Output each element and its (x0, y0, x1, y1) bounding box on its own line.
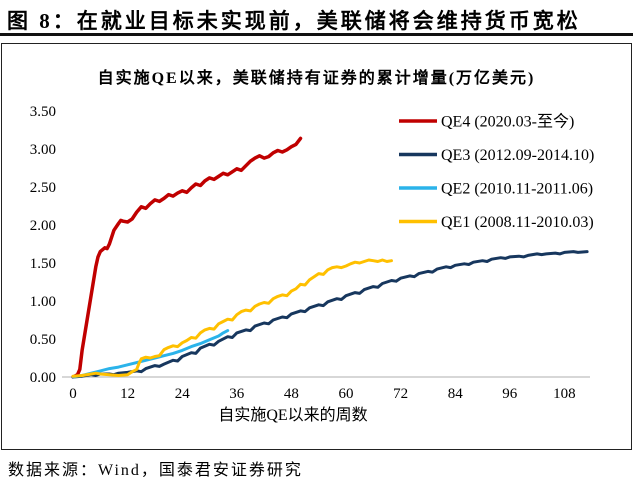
y-tick-label: 3.50 (30, 104, 56, 120)
y-tick-label: 2.00 (30, 218, 56, 234)
y-tick-label: 1.00 (30, 294, 56, 310)
series-line-qe3 (71, 250, 589, 379)
plot-svg: 0.00 0.50 1.00 1.50 2.00 2.50 3.00 3.50 0 12 24 36 4… (30, 104, 595, 424)
x-tick-label: 108 (553, 386, 576, 402)
figure-title: 图 8：在就业目标未实现前，美联储将会维持货币宽松 (7, 9, 581, 33)
chart-title: 自实施QE以来，美联储持有证券的累计增量(万亿美元) (97, 70, 536, 87)
legend-label-qe3: QE3 (2012.09-2014.10) (441, 147, 594, 164)
legend-label-qe2: QE2 (2010.11-2011.06) (441, 181, 593, 198)
x-tick-label: 84 (448, 386, 464, 402)
x-axis-title: 自实施QE以来的周数 (218, 406, 367, 424)
source-note: 数据来源：Wind，国泰君安证券研究 (8, 462, 303, 479)
y-tick-label: 2.50 (30, 180, 56, 196)
series-line-qe1 (71, 258, 393, 378)
series-line-qe4 (71, 136, 303, 379)
x-tick-label: 60 (339, 386, 354, 402)
y-tick-label: 0.50 (30, 332, 56, 348)
legend-label-qe1: QE1 (2008.11-2010.03) (441, 214, 594, 231)
title-divider (0, 33, 633, 36)
x-tick-label: 12 (120, 386, 135, 402)
x-tick-label: 0 (69, 386, 77, 402)
y-tick-label: 1.50 (30, 256, 56, 272)
x-tick-label: 24 (175, 386, 191, 402)
y-tick-label: 3.00 (30, 142, 56, 158)
series-line-qe2 (71, 329, 230, 379)
x-tick-label: 36 (229, 386, 245, 402)
x-tick-label: 96 (502, 386, 518, 402)
legend-label-qe4: QE4 (2020.03-至今) (441, 113, 574, 131)
x-tick-label: 48 (284, 386, 299, 402)
x-tick-label: 72 (393, 386, 408, 402)
y-tick-label: 0.00 (30, 370, 56, 386)
